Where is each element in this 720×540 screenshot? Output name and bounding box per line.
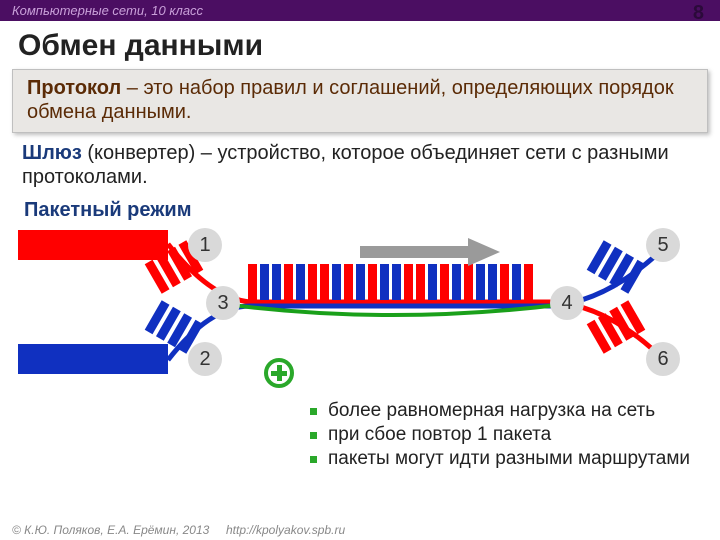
packet-diagram: 1 2 3 4 5 6 [10, 226, 710, 396]
advantages-list: более равномерная нагрузка на сеть при с… [310, 400, 690, 472]
bullet-text: при сбое повтор 1 пакета [328, 424, 551, 445]
packet-stripe [464, 264, 473, 300]
packet-stripe [488, 264, 497, 300]
node-6: 6 [646, 342, 680, 376]
node-2: 2 [188, 342, 222, 376]
footer: © К.Ю. Поляков, Е.А. Ерёмин, 2013 http:/… [12, 523, 345, 537]
packet-stripe [512, 264, 521, 300]
list-item: пакеты могут идти разными маршрутами [310, 448, 690, 470]
packet-stripe [368, 264, 377, 300]
gateway-term: Шлюз [22, 142, 82, 164]
page-number: 8 [693, 2, 704, 25]
packet-stripe [452, 264, 461, 300]
gateway-desc: (конвертер) – устройство, которое объеди… [22, 142, 669, 188]
packet-stripe [320, 264, 329, 300]
center-packet-stream [248, 264, 533, 300]
page-title: Обмен данными [0, 21, 720, 69]
course-label: Компьютерные сети, 10 класс [12, 3, 203, 18]
mode-title: Пакетный режим [0, 193, 720, 224]
packet-stripe [284, 264, 293, 300]
packet-stripe [404, 264, 413, 300]
packet-stripe [356, 264, 365, 300]
packet-stripe [476, 264, 485, 300]
packet-stripe [248, 264, 257, 300]
list-item: более равномерная нагрузка на сеть [310, 400, 690, 422]
node-4: 4 [550, 286, 584, 320]
packet-stripe [380, 264, 389, 300]
packet-stripe [440, 264, 449, 300]
packet-stripe [500, 264, 509, 300]
gateway-text: Шлюз (конвертер) – устройство, которое о… [0, 133, 720, 193]
packet-stripe [260, 264, 269, 300]
definition-box: Протокол – это набор правил и соглашений… [12, 69, 708, 133]
packet-stripe [308, 264, 317, 300]
definition-term: Протокол [27, 77, 121, 99]
bullet-text: более равномерная нагрузка на сеть [328, 400, 655, 421]
packet-stripe [296, 264, 305, 300]
node-1: 1 [188, 228, 222, 262]
list-item: при сбое повтор 1 пакета [310, 424, 690, 446]
packet-stripe [524, 264, 533, 300]
packet-stripe [332, 264, 341, 300]
node-5: 5 [646, 228, 680, 262]
bullet-text: пакеты могут идти разными маршрутами [328, 448, 690, 469]
packet-stripe [344, 264, 353, 300]
packet-stripe [392, 264, 401, 300]
header-strip: Компьютерные сети, 10 класс 8 [0, 0, 720, 21]
definition-text: – это набор правил и соглашений, определ… [27, 77, 674, 123]
packet-stripe [428, 264, 437, 300]
plus-icon [264, 358, 294, 388]
packet-stripe [272, 264, 281, 300]
footer-link: http://kpolyakov.spb.ru [226, 523, 345, 537]
flow-arrow-icon [360, 238, 500, 266]
copyright: © К.Ю. Поляков, Е.А. Ерёмин, 2013 [12, 523, 209, 537]
packet-stripe [416, 264, 425, 300]
node-3: 3 [206, 286, 240, 320]
